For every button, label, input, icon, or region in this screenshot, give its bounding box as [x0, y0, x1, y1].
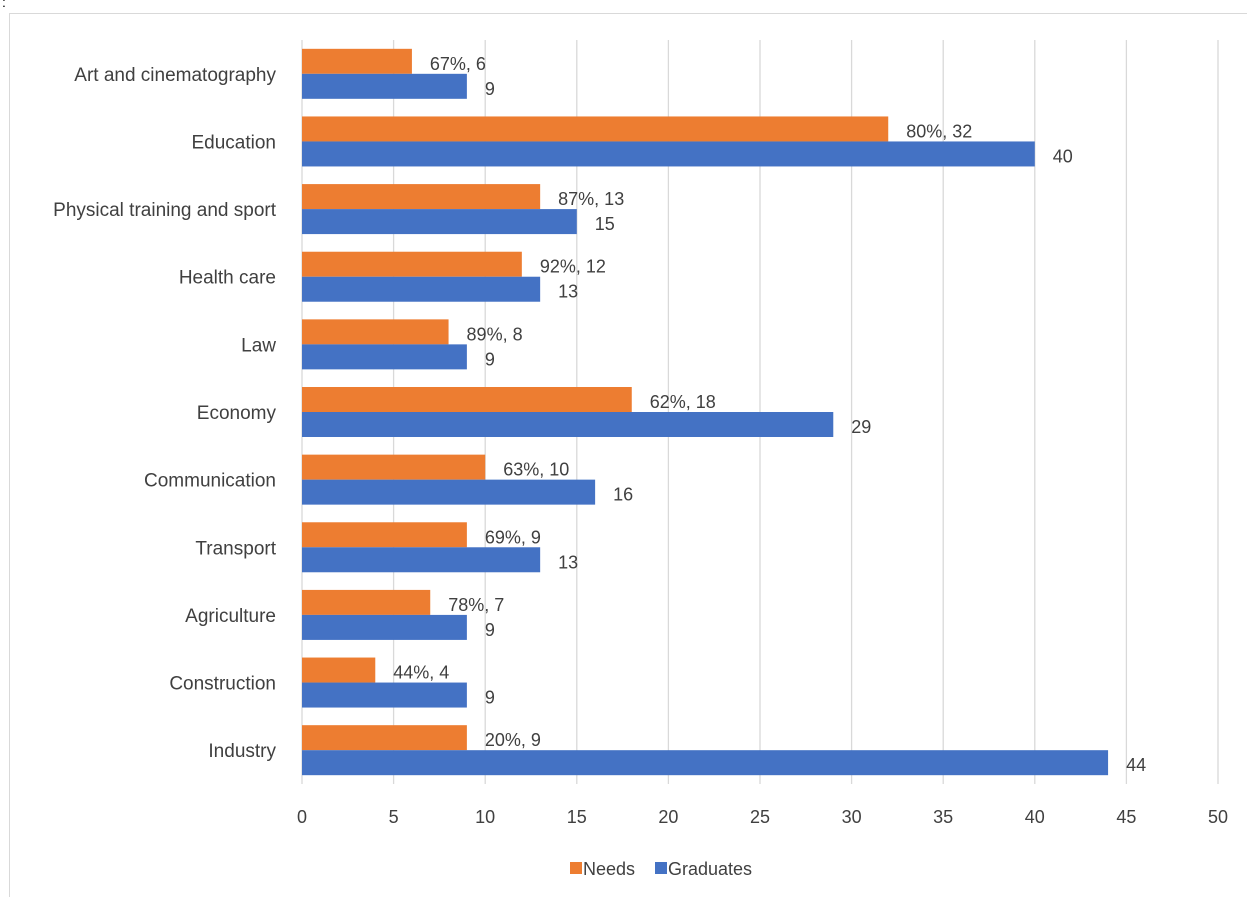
x-tick-label: 50 — [1208, 807, 1228, 827]
legend-label: Graduates — [668, 859, 752, 879]
data-label-needs: 44%, 4 — [393, 663, 449, 683]
data-label-graduates: 9 — [485, 79, 495, 99]
bar-needs — [302, 387, 632, 412]
legend-item-graduates: Graduates — [655, 859, 752, 879]
x-tick-label: 40 — [1025, 807, 1045, 827]
x-tick-label: 20 — [658, 807, 678, 827]
legend-label: Needs — [583, 859, 635, 879]
bar-needs — [302, 319, 449, 345]
x-tick-label: 15 — [567, 807, 587, 827]
bar-needs — [302, 657, 376, 683]
data-label-needs: 92%, 12 — [540, 257, 606, 277]
bar-graduates — [302, 682, 467, 708]
bar-needs — [302, 454, 486, 480]
bars — [302, 48, 1109, 776]
bar-graduates — [302, 276, 541, 302]
data-label-graduates: 9 — [485, 620, 495, 640]
bar-graduates — [302, 73, 467, 99]
bar-needs — [302, 116, 889, 142]
bar-graduates — [302, 141, 1035, 167]
category-label: Health care — [179, 268, 276, 289]
x-tick-label: 30 — [842, 807, 862, 827]
bar-needs — [302, 184, 541, 210]
data-label-needs: 20%, 9 — [485, 730, 541, 750]
category-label: Physical training and sport — [53, 200, 277, 221]
data-label-needs: 67%, 6 — [430, 54, 486, 74]
data-label-needs: 87%, 13 — [558, 189, 624, 209]
data-label-graduates: 9 — [485, 349, 495, 369]
data-label-needs: 62%, 18 — [650, 392, 716, 412]
data-label-graduates: 16 — [613, 485, 633, 505]
legend: Needs Graduates — [570, 859, 752, 879]
category-label: Communication — [144, 471, 276, 492]
chart-frame — [9, 13, 1247, 897]
data-label-graduates: 40 — [1053, 146, 1073, 166]
bar-graduates — [302, 412, 834, 437]
bar-graduates — [302, 209, 577, 235]
legend-swatch — [655, 862, 667, 874]
x-tick-label: 5 — [389, 807, 399, 827]
category-labels: Art and cinematography Education Physical … — [53, 65, 277, 762]
data-label-needs: 80%, 32 — [906, 121, 972, 141]
category-label: Law — [241, 335, 276, 356]
data-label-graduates: 29 — [851, 417, 871, 437]
bar-graduates — [302, 547, 541, 573]
x-axis-ticks: 0 5 10 15 20 25 30 35 40 45 50 — [297, 807, 1228, 827]
data-label-graduates: 9 — [485, 688, 495, 708]
data-label-graduates: 15 — [595, 214, 615, 234]
bar-needs — [302, 522, 467, 548]
data-label-graduates: 13 — [558, 552, 578, 572]
category-label: Industry — [208, 741, 276, 762]
category-label: Economy — [197, 403, 277, 424]
corner-mark: : — [2, 0, 6, 10]
category-label: Art and cinematography — [74, 65, 276, 86]
bar-graduates — [302, 344, 467, 370]
data-label-needs: 78%, 7 — [448, 595, 504, 615]
bar-graduates — [302, 750, 1109, 776]
x-tick-label: 35 — [933, 807, 953, 827]
x-tick-label: 10 — [475, 807, 495, 827]
category-label: Education — [191, 132, 276, 153]
bar-needs — [302, 251, 522, 277]
data-label-graduates: 44 — [1126, 755, 1146, 775]
x-tick-label: 25 — [750, 807, 770, 827]
category-label: Agriculture — [185, 606, 276, 627]
data-label-graduates: 13 — [558, 282, 578, 302]
data-labels: 67%, 6 9 80%, 32 40 87%, 13 15 92%, 12 13 89%, 8… — [393, 54, 1146, 775]
legend-swatch — [570, 862, 582, 874]
bar-graduates — [302, 479, 596, 505]
x-tick-label: 0 — [297, 807, 307, 827]
data-label-needs: 63%, 10 — [503, 460, 569, 480]
data-label-needs: 69%, 9 — [485, 527, 541, 547]
bar-graduates — [302, 614, 467, 640]
x-tick-label: 45 — [1116, 807, 1136, 827]
bar-needs — [302, 48, 412, 74]
category-label: Transport — [195, 538, 276, 559]
data-label-needs: 89%, 8 — [467, 324, 523, 344]
category-label: Construction — [169, 674, 276, 695]
bar-needs — [302, 589, 431, 615]
legend-item-needs: Needs — [570, 859, 635, 879]
bar-needs — [302, 725, 467, 751]
